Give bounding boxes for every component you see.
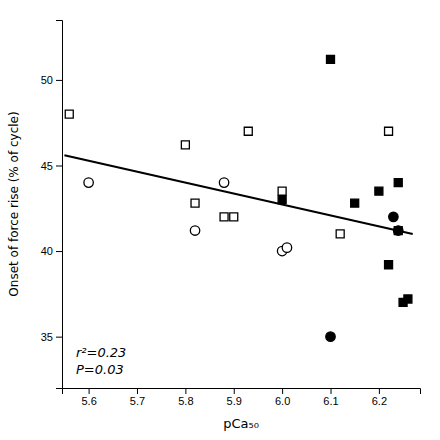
x-axis-line [63, 389, 421, 395]
point [190, 226, 199, 235]
point [385, 261, 393, 269]
point [219, 178, 228, 187]
point [230, 213, 238, 221]
x-tick-label: 5.6 [81, 395, 96, 407]
point [327, 55, 335, 63]
x-tick-label: 5.7 [130, 395, 145, 407]
point [389, 212, 398, 221]
y-tick-mark [56, 165, 62, 166]
point [84, 178, 93, 187]
point [404, 295, 412, 303]
y-axis-line [56, 21, 63, 389]
y-tick-label: 35 [41, 331, 53, 343]
point [181, 141, 189, 149]
point [65, 110, 73, 118]
point [385, 127, 393, 135]
y-tick: 45 [41, 160, 62, 172]
x-axis: 5.6 5.7 5.8 5.9 6.0 6.1 6.2 [63, 388, 421, 407]
point [278, 196, 286, 204]
x-tick-mark [89, 388, 90, 394]
x-axis-title: pCa₅₀ [223, 416, 259, 431]
point [191, 199, 199, 207]
x-tick-label: 6.1 [323, 395, 338, 407]
point [375, 187, 383, 195]
x-tick-label: 6.2 [372, 395, 387, 407]
chart: 5.6 5.7 5.8 5.9 6.0 6.1 6.2 35 40 45 50 pCa₅₀ Onset … [0, 0, 440, 440]
y-axis: 35 40 45 50 [41, 21, 63, 389]
point [244, 127, 252, 135]
point [282, 243, 291, 252]
y-tick: 40 [41, 245, 62, 257]
y-tick: 35 [41, 331, 62, 343]
x-tick: 5.6 [81, 388, 96, 407]
point [326, 332, 335, 341]
x-tick-label: 5.8 [178, 395, 193, 407]
y-tick-label: 50 [41, 74, 53, 86]
x-tick-mark [282, 388, 283, 394]
x-tick: 6.2 [372, 388, 387, 407]
annotation: r²=0.23 [76, 345, 126, 360]
x-tick-label: 6.0 [275, 395, 290, 407]
x-tick-mark [137, 388, 138, 394]
point [394, 226, 403, 235]
x-tick: 5.9 [227, 388, 242, 407]
x-tick: 5.8 [178, 388, 193, 407]
x-tick-mark [379, 388, 380, 394]
y-axis-title: Onset of force rise (% of cycle) [7, 111, 21, 296]
point [394, 227, 402, 235]
point [394, 179, 402, 187]
x-tick: 5.7 [130, 388, 145, 407]
x-tick: 6.0 [275, 388, 290, 407]
point [351, 199, 359, 207]
regression-line [64, 155, 412, 234]
y-tick-label: 40 [41, 245, 53, 257]
y-tick-label: 45 [41, 160, 53, 172]
x-tick-mark [331, 388, 332, 394]
x-tick: 6.1 [323, 388, 338, 407]
x-tick-label: 5.9 [227, 395, 242, 407]
y-tick: 50 [41, 74, 62, 86]
point [336, 230, 344, 238]
x-tick-mark [185, 388, 186, 394]
point [220, 213, 228, 221]
x-tick-mark [234, 388, 235, 394]
y-tick-mark [56, 337, 62, 338]
annotation: P=0.03 [76, 362, 124, 377]
y-tick-mark [56, 80, 62, 81]
plot-area [64, 55, 412, 341]
point [278, 187, 286, 195]
y-tick-mark [56, 251, 62, 252]
